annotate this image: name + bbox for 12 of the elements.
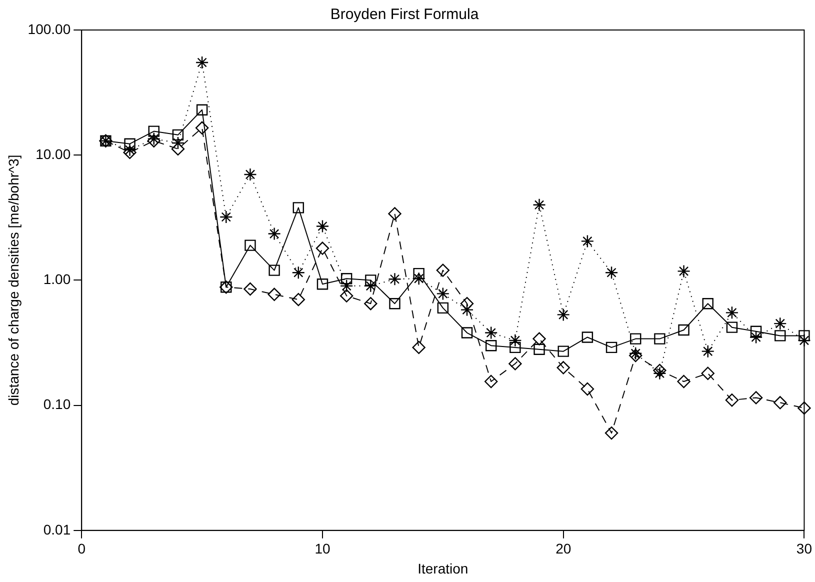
y-tick-label: 0.01 bbox=[43, 521, 71, 538]
x-axis-title: Iteration bbox=[418, 560, 468, 576]
y-tick-label: 1.00 bbox=[43, 271, 71, 288]
y-axis-title: distance of charge densities [me/bohr^3] bbox=[5, 154, 22, 406]
x-tick-label: 10 bbox=[314, 540, 330, 557]
x-tick-label: 0 bbox=[78, 540, 86, 557]
y-tick-label: 10.00 bbox=[36, 146, 71, 162]
y-tick-label: 100.00 bbox=[28, 20, 71, 37]
x-tick-label: 30 bbox=[796, 540, 812, 557]
x-tick-label: 20 bbox=[556, 540, 572, 557]
chart-title: Broyden First Formula bbox=[330, 6, 480, 24]
y-tick-label: 0.10 bbox=[43, 396, 71, 412]
